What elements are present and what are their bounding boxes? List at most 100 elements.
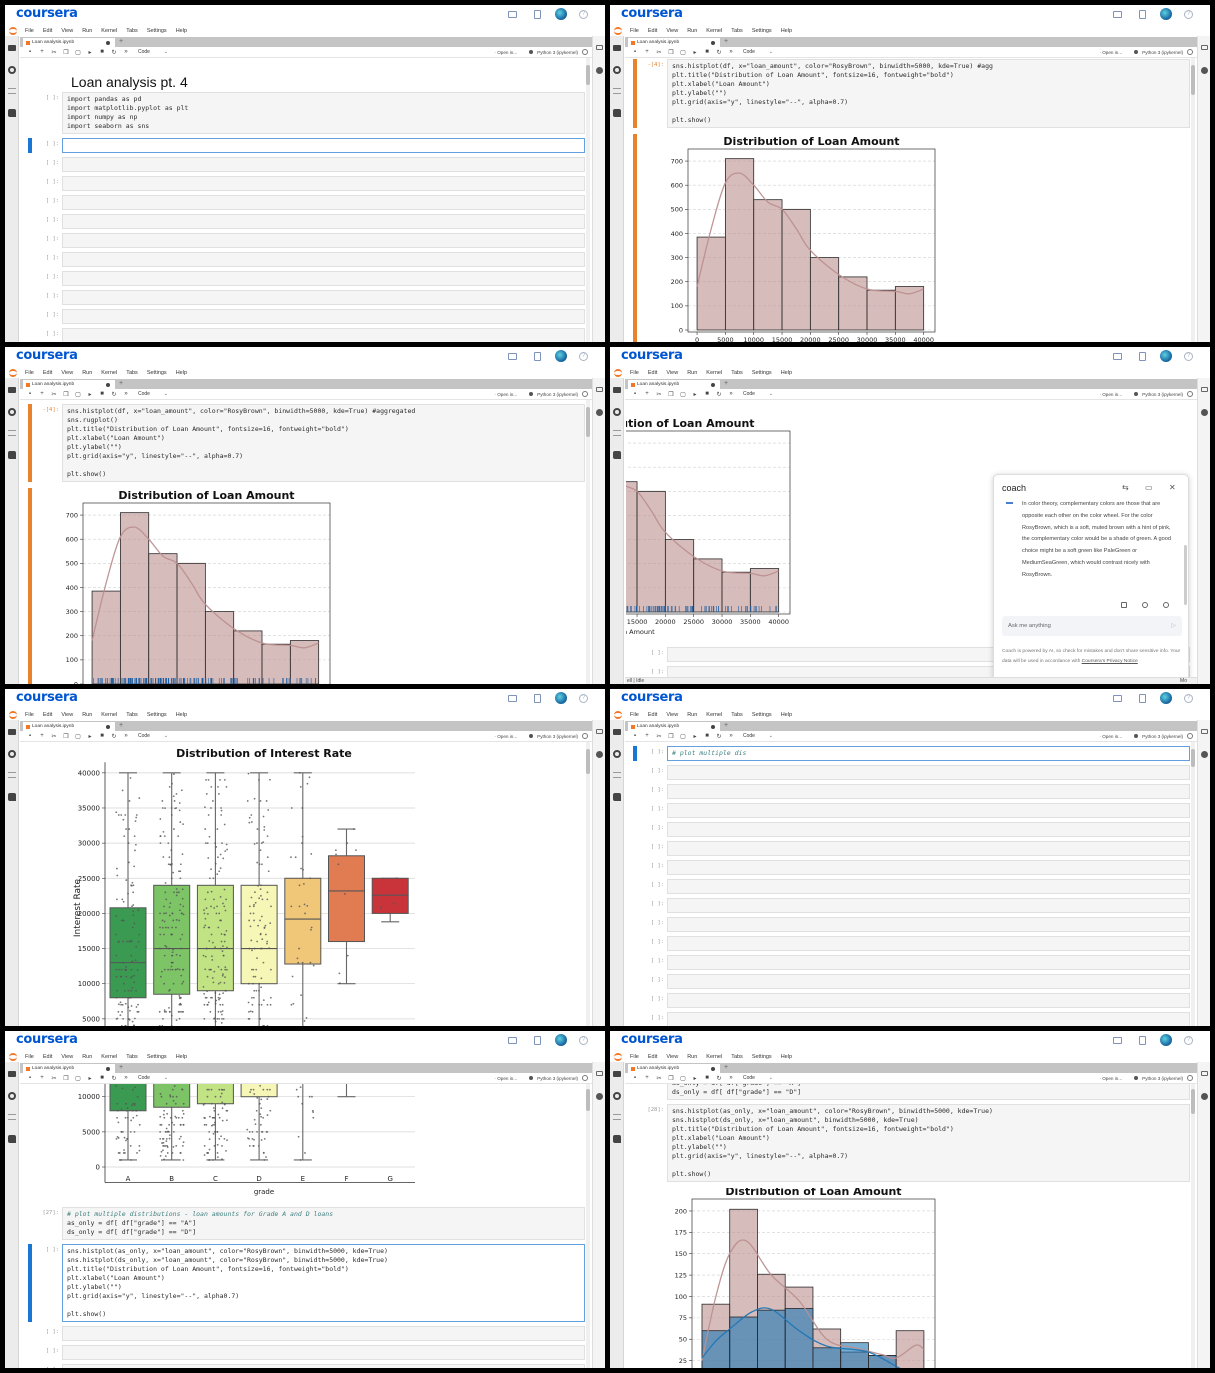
property-inspector-icon[interactable]: [1201, 45, 1208, 50]
menu-help[interactable]: Help: [175, 369, 187, 376]
cut-icon[interactable]: ✂: [51, 49, 57, 56]
restart-icon[interactable]: ↻: [716, 733, 722, 740]
menu-run[interactable]: Run: [82, 1053, 93, 1060]
settings-gear-icon[interactable]: [529, 392, 534, 396]
scrollbar-thumb[interactable]: [586, 65, 590, 85]
empty-code-cell[interactable]: [ ]:: [626, 917, 1192, 932]
open-in-button[interactable]: · Open in...: [494, 1075, 518, 1081]
run-icon[interactable]: ▸: [693, 1075, 697, 1082]
file-browser-icon[interactable]: [613, 1071, 621, 1077]
new-tab-plus-icon[interactable]: +: [119, 380, 124, 387]
code-input[interactable]: [62, 157, 585, 172]
run-all-icon[interactable]: »: [124, 1075, 128, 1081]
notes-icon[interactable]: [534, 352, 541, 361]
copy-icon[interactable]: ❐: [63, 733, 69, 740]
menu-settings[interactable]: Settings: [146, 711, 167, 718]
settings-gear-icon[interactable]: [1134, 392, 1139, 396]
menu-help[interactable]: Help: [780, 369, 792, 376]
menu-help[interactable]: Help: [175, 1053, 187, 1060]
running-kernels-icon[interactable]: [613, 750, 621, 758]
property-inspector-icon[interactable]: [596, 45, 603, 50]
cell-selection-marker[interactable]: [28, 488, 32, 684]
menu-help[interactable]: Help: [780, 711, 792, 718]
extensions-icon[interactable]: [8, 793, 16, 801]
new-tab-plus-icon[interactable]: +: [119, 722, 124, 729]
run-icon[interactable]: ▸: [88, 49, 92, 56]
menu-kernel[interactable]: Kernel: [706, 27, 723, 34]
scrollbar[interactable]: [1191, 1084, 1195, 1368]
swap-icon[interactable]: ⇆: [1122, 483, 1129, 492]
table-of-contents-icon[interactable]: [613, 1114, 621, 1120]
kernel-name[interactable]: Python 3 (ipykernel): [1142, 49, 1183, 55]
cell-selection-marker[interactable]: [633, 746, 637, 761]
coach-avatar-icon[interactable]: [1160, 1034, 1172, 1046]
restart-icon[interactable]: ↻: [716, 49, 722, 56]
kernel-name[interactable]: Python 3 (ipykernel): [537, 1075, 578, 1081]
code-input[interactable]: [62, 1345, 585, 1360]
menu-kernel[interactable]: Kernel: [706, 1053, 723, 1060]
copy-icon[interactable]: ❐: [63, 1075, 69, 1082]
menu-kernel[interactable]: Kernel: [706, 711, 723, 718]
code-input[interactable]: [667, 784, 1190, 799]
run-all-icon[interactable]: »: [729, 49, 733, 55]
property-inspector-icon[interactable]: [596, 1071, 603, 1076]
folder-icon[interactable]: [1113, 695, 1122, 702]
cell-selection-marker[interactable]: [633, 134, 637, 342]
extensions-icon[interactable]: [613, 793, 621, 801]
unsaved-dot-icon[interactable]: [106, 1066, 110, 1071]
open-in-button[interactable]: · Open in...: [1099, 49, 1123, 55]
paste-icon[interactable]: ▢: [680, 1075, 686, 1082]
close-icon[interactable]: ✕: [1169, 483, 1176, 492]
file-browser-icon[interactable]: [8, 1071, 16, 1077]
notes-icon[interactable]: [1139, 10, 1146, 19]
notes-icon[interactable]: [534, 1036, 541, 1045]
empty-code-cell[interactable]: [ ]:: [21, 233, 587, 248]
code-input[interactable]: [62, 195, 585, 210]
open-in-button[interactable]: · Open in...: [494, 49, 518, 55]
debugger-icon[interactable]: [596, 1093, 603, 1100]
running-kernels-icon[interactable]: [8, 408, 16, 416]
empty-code-cell[interactable]: [ ]:: [626, 860, 1192, 875]
code-input[interactable]: [667, 974, 1190, 989]
save-icon[interactable]: ▪: [633, 733, 637, 739]
menu-edit[interactable]: Edit: [647, 369, 658, 376]
coursera-logo[interactable]: coursera: [621, 348, 683, 363]
save-icon[interactable]: ▪: [28, 1075, 32, 1081]
help-icon[interactable]: [1184, 694, 1193, 703]
empty-code-cell[interactable]: [ ]:: [21, 309, 587, 324]
running-kernels-icon[interactable]: [613, 66, 621, 74]
help-icon[interactable]: [1184, 352, 1193, 361]
menu-view[interactable]: View: [61, 711, 74, 718]
copy-icon[interactable]: ❐: [668, 1075, 674, 1082]
settings-gear-icon[interactable]: [529, 50, 534, 54]
save-icon[interactable]: ▪: [28, 49, 32, 55]
coursera-logo[interactable]: coursera: [621, 690, 683, 705]
code-input[interactable]: [62, 214, 585, 229]
file-browser-icon[interactable]: [8, 729, 16, 735]
restart-icon[interactable]: ↻: [111, 733, 117, 740]
code-input[interactable]: [667, 917, 1190, 932]
run-icon[interactable]: ▸: [88, 391, 92, 398]
unsaved-dot-icon[interactable]: [106, 40, 110, 45]
notebook-tab[interactable]: Loan analysis.ipynb: [23, 722, 115, 731]
menu-tabs[interactable]: Tabs: [731, 369, 743, 376]
menu-view[interactable]: View: [666, 711, 679, 718]
code-input[interactable]: [62, 233, 585, 248]
empty-code-cell[interactable]: [ ]:: [21, 214, 587, 229]
cell-type-select[interactable]: Code ⌄: [743, 1075, 773, 1081]
cut-icon[interactable]: ✂: [51, 1075, 57, 1082]
cut-icon[interactable]: ✂: [656, 733, 662, 740]
help-icon[interactable]: [579, 10, 588, 19]
stop-icon[interactable]: ■: [100, 49, 104, 55]
copy-icon[interactable]: ❐: [668, 49, 674, 56]
menu-kernel[interactable]: Kernel: [101, 711, 118, 718]
folder-icon[interactable]: [508, 11, 517, 18]
coursera-logo[interactable]: coursera: [16, 1032, 78, 1047]
running-kernels-icon[interactable]: [8, 750, 16, 758]
save-icon[interactable]: ▪: [28, 733, 32, 739]
code-cell[interactable]: -[4]: sns.histplot(df, x="loan_amount", c…: [626, 59, 1192, 128]
debugger-icon[interactable]: [1201, 67, 1208, 74]
menu-file[interactable]: File: [25, 369, 34, 376]
folder-icon[interactable]: [1113, 11, 1122, 18]
menu-view[interactable]: View: [666, 369, 679, 376]
